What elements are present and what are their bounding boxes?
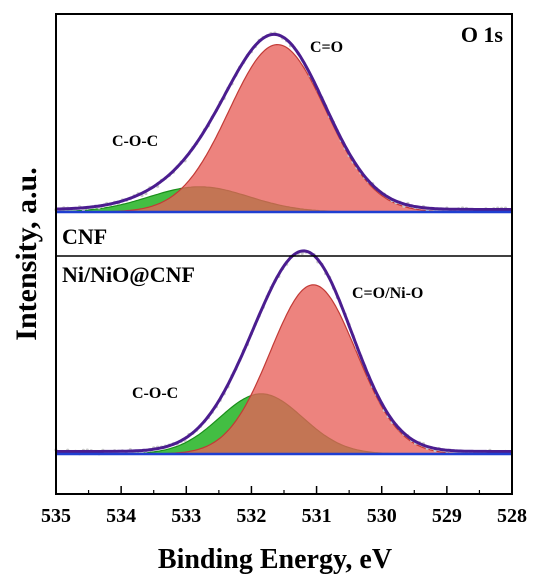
y-axis-label: Intensity, a.u. [10, 167, 43, 340]
x-tick-label-534: 534 [106, 505, 136, 527]
envelope-line-0 [55, 32, 512, 211]
peak-label-c-o-ni-o: C=O/Ni-O [352, 285, 423, 302]
peak-fill-c-o-ni-o-1 [56, 284, 512, 455]
panel-cnf [54, 31, 512, 214]
x-tick-label-532: 532 [236, 505, 266, 527]
panel-label-cnf: CNF [62, 224, 107, 249]
x-tick-label-531: 531 [302, 505, 332, 527]
x-tick-label-535: 535 [41, 505, 71, 527]
x-tick-label-528: 528 [497, 505, 527, 527]
peak-fill-c-o-0 [56, 43, 512, 213]
panel-label-ni-nio-cnf: Ni/NiO@CNF [62, 262, 195, 287]
x-tick-label-533: 533 [171, 505, 201, 527]
envelope-line-1 [56, 249, 512, 453]
peak-label-c-o-c-bottom: C-O-C [132, 385, 178, 402]
peak-label-c-o: C=O [310, 39, 343, 56]
corner-label: O 1s [461, 22, 504, 47]
x-axis-label: Binding Energy, eV [158, 544, 392, 575]
panel-ni-nio-cnf [54, 249, 512, 456]
peak-label-c-o-c-top: C-O-C [112, 133, 158, 150]
x-tick-label-529: 529 [432, 505, 462, 527]
x-axis-ticks: 535 534 533 532 531 530 529 528 [41, 486, 527, 527]
raw-data-point [300, 251, 304, 256]
x-tick-label-530: 530 [367, 505, 397, 527]
